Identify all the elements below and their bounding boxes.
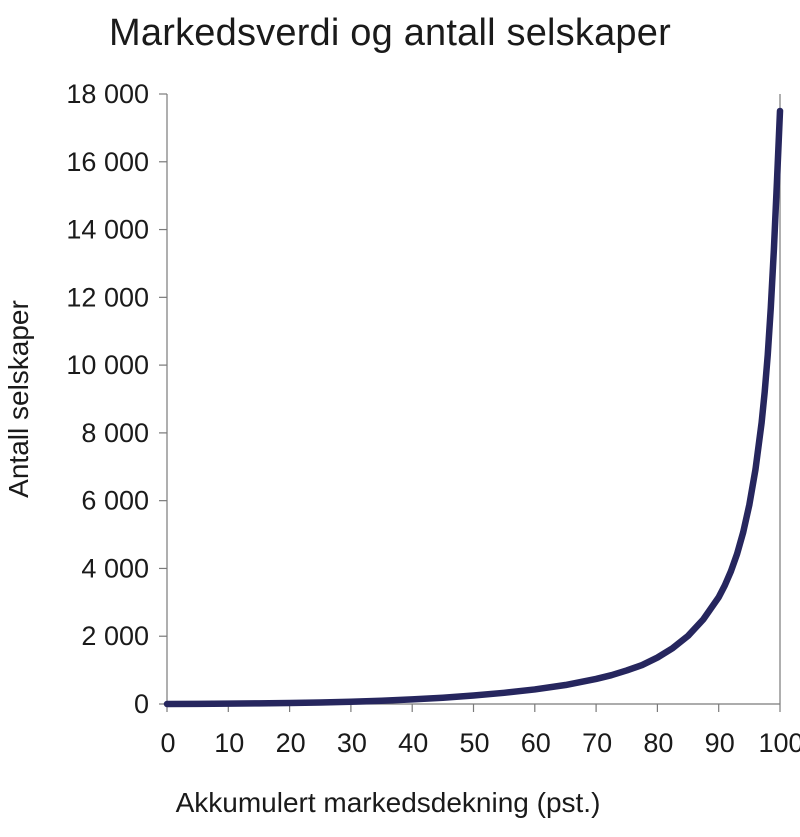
x-axis-title: Akkumulert markedsdekning (pst.) bbox=[176, 787, 601, 818]
x-axis-ticks: 0 10 20 30 40 50 60 70 80 90 100 bbox=[160, 704, 800, 758]
x-tick-label: 10 bbox=[214, 728, 244, 758]
x-tick-label: 40 bbox=[398, 728, 428, 758]
y-tick-label: 8 000 bbox=[81, 418, 149, 448]
series-line bbox=[163, 107, 784, 708]
x-tick-label: 30 bbox=[337, 728, 367, 758]
y-tick-label: 6 000 bbox=[81, 486, 149, 516]
x-tick-label: 50 bbox=[459, 728, 489, 758]
y-tick-label: 0 bbox=[134, 689, 149, 719]
x-tick-label: 80 bbox=[643, 728, 673, 758]
x-tick-label: 70 bbox=[582, 728, 612, 758]
y-tick-label: 12 000 bbox=[66, 282, 149, 312]
plot-frame bbox=[166, 94, 781, 705]
y-tick-label: 16 000 bbox=[66, 147, 149, 177]
chart-title: Markedsverdi og antall selskaper bbox=[109, 12, 671, 54]
y-tick-label: 4 000 bbox=[81, 553, 149, 583]
x-tick-label: 90 bbox=[705, 728, 735, 758]
y-tick-label: 2 000 bbox=[81, 621, 149, 651]
x-tick-label: 20 bbox=[276, 728, 306, 758]
y-tick-label: 10 000 bbox=[66, 350, 149, 380]
y-tick-label: 14 000 bbox=[66, 215, 149, 245]
y-axis-title: Antall selskaper bbox=[3, 300, 34, 498]
y-axis-ticks: 0 2 000 4 000 6 000 8 000 10 000 12 000 14 000 1… bbox=[66, 79, 167, 719]
x-tick-label: 100 bbox=[758, 728, 800, 758]
y-tick-label: 18 000 bbox=[66, 79, 149, 109]
x-tick-label: 60 bbox=[521, 728, 551, 758]
x-tick-label: 0 bbox=[160, 728, 175, 758]
series-layer bbox=[163, 107, 784, 708]
